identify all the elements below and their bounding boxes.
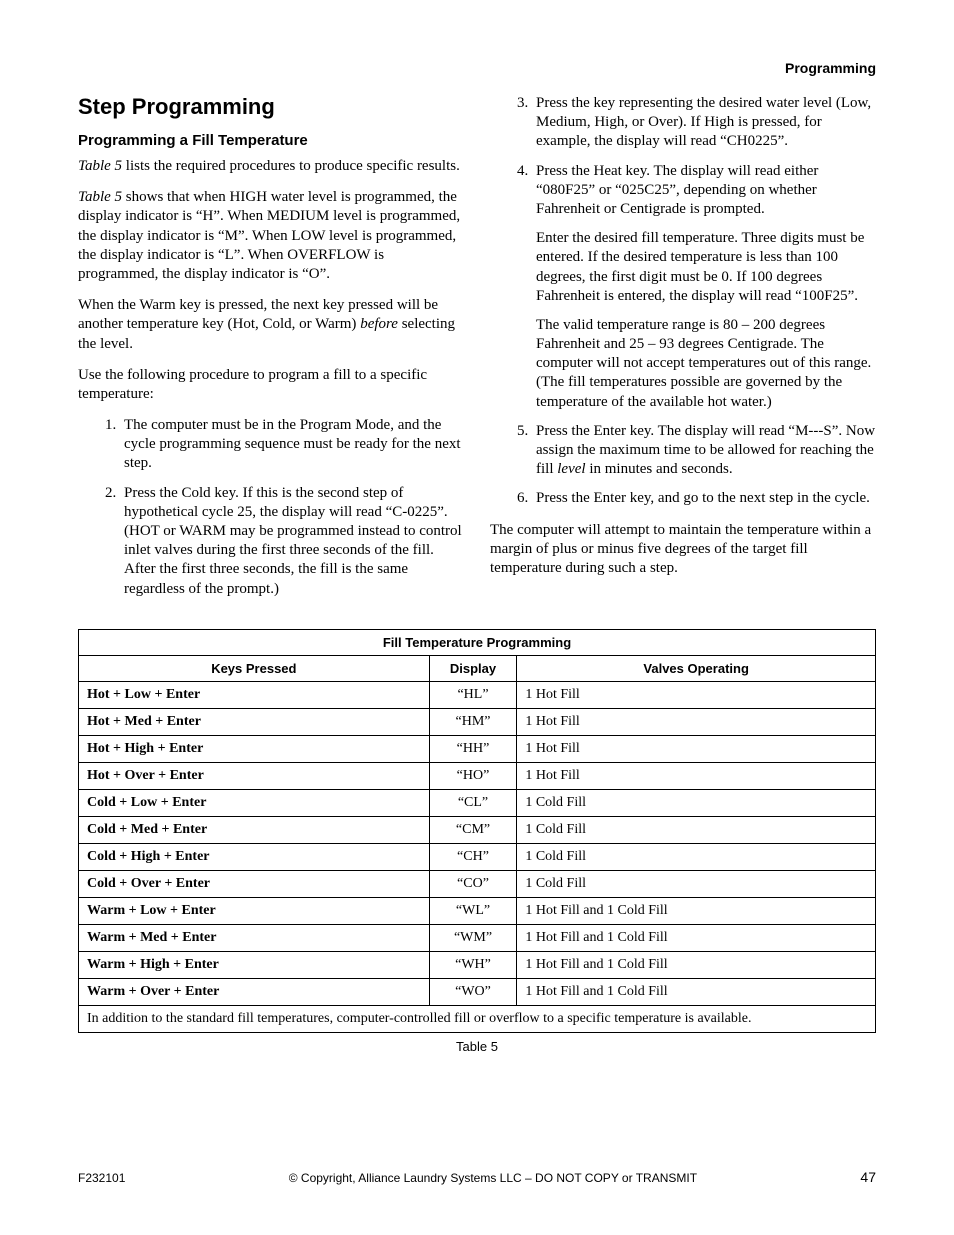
two-column-body: Step Programming Programming a Fill Temp… — [78, 94, 876, 611]
header-section: Programming — [78, 60, 876, 76]
table-title: Fill Temperature Programming — [79, 629, 876, 655]
cell-keys: Cold + Med + Enter — [79, 816, 430, 843]
cell-display: “HL” — [429, 681, 517, 708]
cell-keys: Warm + Low + Enter — [79, 897, 430, 924]
step-3: Press the key representing the desired w… — [532, 94, 876, 152]
col-header-valves: Valves Operating — [517, 655, 876, 681]
table-caption: Table 5 — [78, 1039, 876, 1054]
cell-keys: Hot + Over + Enter — [79, 762, 430, 789]
col-header-keys: Keys Pressed — [79, 655, 430, 681]
cell-display: “CH” — [429, 843, 517, 870]
cell-keys: Warm + High + Enter — [79, 951, 430, 978]
cell-valves: 1 Cold Fill — [517, 870, 876, 897]
step-2: Press the Cold key. If this is the secon… — [120, 484, 464, 599]
table-row: Cold + Med + Enter“CM”1 Cold Fill — [79, 816, 876, 843]
para-1-text: lists the required procedures to produce… — [122, 158, 460, 174]
cell-keys: Hot + High + Enter — [79, 735, 430, 762]
step-5c: in minutes and seconds. — [586, 461, 733, 477]
footer-pagenum: 47 — [860, 1169, 876, 1185]
cell-display: “CM” — [429, 816, 517, 843]
cell-display: “WM” — [429, 924, 517, 951]
para-3b: before — [360, 316, 398, 332]
closing-para: The computer will attempt to maintain th… — [490, 521, 876, 579]
table-row: Cold + Low + Enter“CL”1 Cold Fill — [79, 789, 876, 816]
cell-display: “WL” — [429, 897, 517, 924]
right-column: Press the key representing the desired w… — [490, 94, 876, 611]
cell-valves: 1 Hot Fill and 1 Cold Fill — [517, 897, 876, 924]
step-4-sub1: Enter the desired fill temperature. Thre… — [536, 229, 876, 306]
table-row: Hot + High + Enter“HH”1 Hot Fill — [79, 735, 876, 762]
table-row: Hot + Over + Enter“HO”1 Hot Fill — [79, 762, 876, 789]
table-row: Warm + High + Enter“WH”1 Hot Fill and 1 … — [79, 951, 876, 978]
cell-keys: Hot + Med + Enter — [79, 708, 430, 735]
table-row: Cold + High + Enter“CH”1 Cold Fill — [79, 843, 876, 870]
para-4: Use the following procedure to program a… — [78, 366, 464, 404]
cell-valves: 1 Hot Fill — [517, 708, 876, 735]
page-footer: F232101 © Copyright, Alliance Laundry Sy… — [78, 1169, 876, 1185]
cell-display: “HM” — [429, 708, 517, 735]
cell-keys: Cold + Over + Enter — [79, 870, 430, 897]
col-header-display: Display — [429, 655, 517, 681]
step-4: Press the Heat key. The display will rea… — [532, 162, 876, 412]
cell-valves: 1 Hot Fill and 1 Cold Fill — [517, 924, 876, 951]
cell-keys: Cold + High + Enter — [79, 843, 430, 870]
cell-display: “CL” — [429, 789, 517, 816]
cell-valves: 1 Hot Fill and 1 Cold Fill — [517, 951, 876, 978]
cell-valves: 1 Hot Fill and 1 Cold Fill — [517, 978, 876, 1005]
table-row: Cold + Over + Enter“CO”1 Cold Fill — [79, 870, 876, 897]
table-note: In addition to the standard fill tempera… — [79, 1005, 876, 1032]
table-row: Warm + Over + Enter“WO”1 Hot Fill and 1 … — [79, 978, 876, 1005]
section-title: Step Programming — [78, 94, 464, 120]
cell-display: “WH” — [429, 951, 517, 978]
table-row: Hot + Med + Enter“HM”1 Hot Fill — [79, 708, 876, 735]
cell-valves: 1 Hot Fill — [517, 681, 876, 708]
footer-docnum: F232101 — [78, 1171, 125, 1185]
table-ref: Table 5 — [78, 189, 122, 205]
step-1: The computer must be in the Program Mode… — [120, 416, 464, 474]
cell-keys: Warm + Over + Enter — [79, 978, 430, 1005]
cell-valves: 1 Cold Fill — [517, 816, 876, 843]
para-3: When the Warm key is pressed, the next k… — [78, 296, 464, 354]
cell-display: “HO” — [429, 762, 517, 789]
step-6: Press the Enter key, and go to the next … — [532, 489, 876, 508]
para-1: Table 5 lists the required procedures to… — [78, 157, 464, 176]
cell-display: “CO” — [429, 870, 517, 897]
page: Programming Step Programming Programming… — [0, 0, 954, 1235]
cell-valves: 1 Hot Fill — [517, 735, 876, 762]
procedure-list-left: The computer must be in the Program Mode… — [78, 416, 464, 599]
step-5: Press the Enter key. The display will re… — [532, 422, 876, 480]
step-5b: level — [557, 461, 585, 477]
para-2: Table 5 shows that when HIGH water level… — [78, 188, 464, 284]
subsection-title: Programming a Fill Temperature — [78, 132, 464, 149]
cell-valves: 1 Cold Fill — [517, 843, 876, 870]
table-row: Warm + Med + Enter“WM”1 Hot Fill and 1 C… — [79, 924, 876, 951]
step-4-text: Press the Heat key. The display will rea… — [536, 163, 818, 217]
footer-copyright: © Copyright, Alliance Laundry Systems LL… — [125, 1171, 860, 1185]
cell-valves: 1 Cold Fill — [517, 789, 876, 816]
cell-valves: 1 Hot Fill — [517, 762, 876, 789]
step-4-sub2: The valid temperature range is 80 – 200 … — [536, 316, 876, 412]
fill-temperature-table: Fill Temperature Programming Keys Presse… — [78, 629, 876, 1033]
para-2-text: shows that when HIGH water level is prog… — [78, 189, 460, 282]
cell-keys: Cold + Low + Enter — [79, 789, 430, 816]
table-row: Warm + Low + Enter“WL”1 Hot Fill and 1 C… — [79, 897, 876, 924]
cell-keys: Hot + Low + Enter — [79, 681, 430, 708]
cell-keys: Warm + Med + Enter — [79, 924, 430, 951]
table-row: Hot + Low + Enter“HL”1 Hot Fill — [79, 681, 876, 708]
cell-display: “HH” — [429, 735, 517, 762]
table-ref: Table 5 — [78, 158, 122, 174]
cell-display: “WO” — [429, 978, 517, 1005]
procedure-list-right: Press the key representing the desired w… — [490, 94, 876, 509]
left-column: Step Programming Programming a Fill Temp… — [78, 94, 464, 611]
